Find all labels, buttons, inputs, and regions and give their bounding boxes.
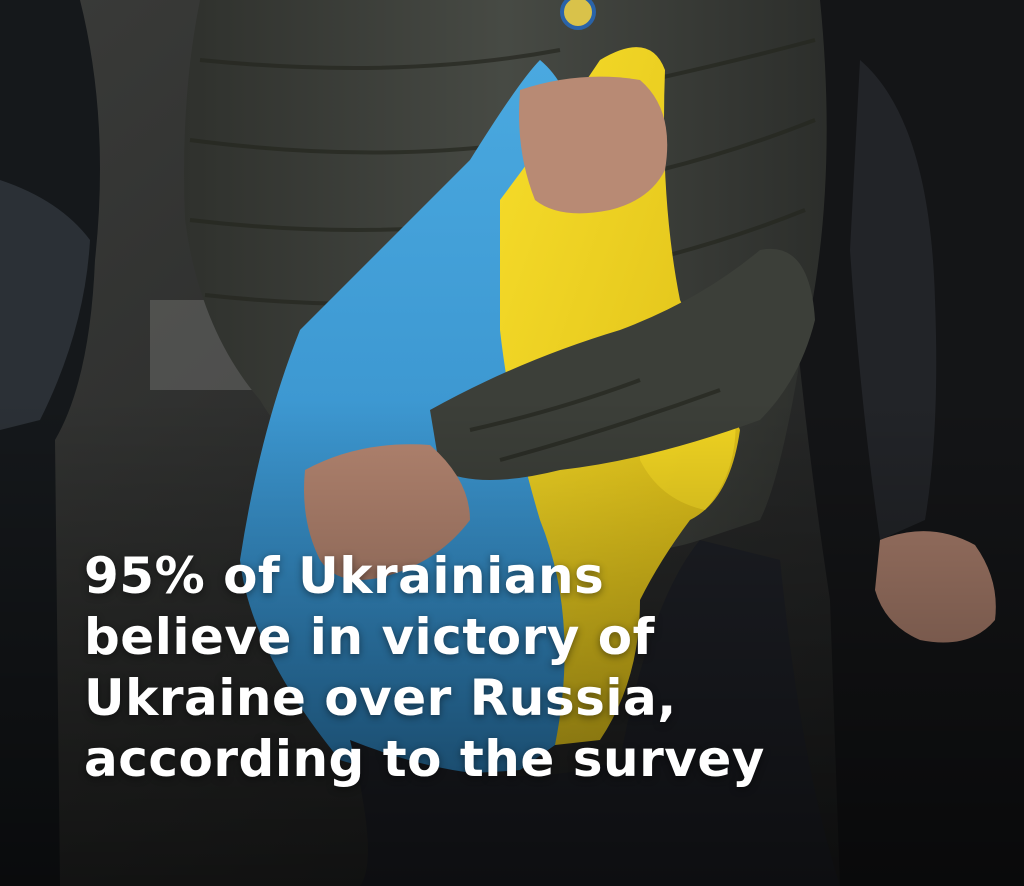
headline-line: Ukraine over Russia, — [84, 669, 677, 727]
headline-line: 95% of Ukrainians — [84, 547, 605, 605]
headline-caption: 95% of Ukrainians believe in victory of … — [84, 546, 944, 790]
headline-line: according to the survey — [84, 730, 765, 788]
headline-line: believe in victory of — [84, 608, 655, 666]
